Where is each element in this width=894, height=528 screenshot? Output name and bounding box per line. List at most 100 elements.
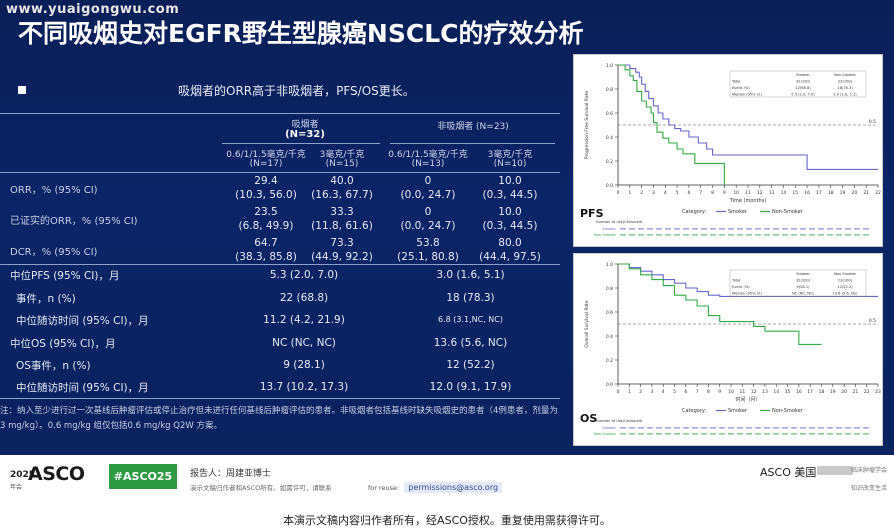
median-reference-label: 0.5 bbox=[869, 119, 876, 125]
y-tick-label: 0.0 bbox=[606, 183, 613, 189]
stats-table-cell: 9(28.1) bbox=[796, 285, 810, 289]
table-cell-value: 23.5 bbox=[254, 206, 278, 218]
y-tick-label: 0.8 bbox=[606, 286, 613, 292]
stats-table-cell: 32(100) bbox=[796, 279, 811, 283]
reuse-note: for reuse: permissions@asco.org bbox=[368, 482, 503, 493]
row-label: 中位随访时间 (95% CI)，月 bbox=[16, 315, 149, 327]
nonsmoker-value: 12 (52.2) bbox=[446, 359, 495, 371]
stats-table-cell: 22(68.8) bbox=[795, 86, 811, 90]
x-tick-label: 6 bbox=[687, 190, 690, 196]
split-section-rule bbox=[0, 264, 560, 265]
sub-col-header: 0.6/1/1.5毫克/千克 bbox=[388, 150, 468, 160]
table-bottom-rule bbox=[0, 398, 560, 399]
smoker-value: NC (NC, NC) bbox=[272, 337, 336, 349]
stats-table-box bbox=[729, 70, 867, 98]
x-tick-label: 6 bbox=[684, 389, 687, 395]
km-curve-non-smoker bbox=[618, 64, 725, 185]
table-cell-ci: (10.3, 56.0) bbox=[235, 189, 297, 201]
x-axis-label: Time (months) bbox=[729, 198, 767, 204]
x-tick-label: 21 bbox=[863, 190, 869, 196]
table-cell-ci: (0.0, 24.7) bbox=[400, 220, 456, 232]
nonsmoker-value: 3.0 (1.6, 5.1) bbox=[436, 269, 505, 281]
x-tick-label: 2 bbox=[640, 190, 643, 196]
legend-label: Non-Smoker bbox=[772, 408, 804, 414]
x-tick-label: 11 bbox=[739, 389, 745, 395]
stats-table-box bbox=[729, 269, 867, 297]
reuse-email-link[interactable]: permissions@asco.org bbox=[404, 482, 503, 493]
y-tick-label: 0.4 bbox=[606, 334, 613, 340]
x-tick-label: 0 bbox=[617, 190, 620, 196]
table-cell-value: 73.3 bbox=[330, 237, 354, 249]
x-tick-label: 12 bbox=[757, 190, 763, 196]
row-label: 中位PFS (95% CI)，月 bbox=[10, 270, 120, 282]
row-label: 中位随访时间 (95% CI)，月 bbox=[16, 382, 149, 394]
y-tick-label: 0.6 bbox=[606, 111, 613, 117]
header-nonsmoker-rule bbox=[390, 143, 555, 144]
header-smoker: 吸烟者 bbox=[291, 120, 319, 130]
x-tick-label: 20 bbox=[841, 389, 847, 395]
x-tick-label: 5 bbox=[676, 190, 679, 196]
legend-label: Smoker bbox=[728, 209, 748, 215]
header-smoker-rule bbox=[222, 143, 380, 144]
smoker-value: 22 (68.8) bbox=[279, 292, 329, 304]
header-smoker-n: (N=32) bbox=[285, 129, 325, 140]
y-tick-label: 0.8 bbox=[606, 87, 613, 93]
x-tick-label: 19 bbox=[840, 190, 846, 196]
watermark: www.yuaigongwu.com bbox=[6, 2, 180, 17]
asco-year: 2025 bbox=[10, 470, 36, 480]
stats-table-header: Non-Smoker bbox=[834, 272, 857, 276]
stats-table-cell: 23(100) bbox=[838, 80, 853, 84]
risk-table-title: Number at risk(Censored) bbox=[596, 220, 643, 224]
presenter-sub: 演示文稿归作者和ASCO所有。如需许可，请联系 bbox=[190, 484, 332, 492]
reuse-label: for reuse: bbox=[368, 484, 400, 492]
asco-year-sub: 年会 bbox=[10, 484, 23, 491]
table-cell-ci: (38.3, 85.8) bbox=[235, 251, 297, 263]
footnote-line-1: 注：纳入至少进行过一次基线后肿瘤评估或停止治疗但未进行任何基线后肿瘤评估的患者。… bbox=[0, 406, 558, 416]
x-tick-label: 7 bbox=[696, 389, 699, 395]
table-cell-value: 10.0 bbox=[498, 175, 522, 187]
x-tick-label: 15 bbox=[792, 190, 798, 196]
nonsmoker-value: 18 (78.3) bbox=[446, 292, 495, 304]
x-tick-label: 1 bbox=[628, 190, 631, 196]
table-cell-value: 40.0 bbox=[330, 175, 354, 187]
sub-col-n: (N=13) bbox=[411, 159, 445, 169]
y-tick-label: 0.2 bbox=[606, 358, 613, 364]
x-tick-label: 16 bbox=[804, 190, 810, 196]
header-nonsmoker: 非吸烟者 (N=23) bbox=[437, 122, 509, 132]
sub-col-header: 3毫克/千克 bbox=[487, 150, 533, 160]
x-tick-label: 10 bbox=[728, 389, 734, 395]
risk-row-label: Smoker bbox=[602, 426, 616, 430]
table-cell-value: 0 bbox=[424, 175, 432, 187]
panel-label: PFS bbox=[580, 207, 604, 220]
table-cell-value: 0 bbox=[424, 206, 432, 218]
x-tick-label: 17 bbox=[816, 190, 822, 196]
table-cell-value: 80.0 bbox=[498, 237, 522, 249]
row-label: OS事件，n (%) bbox=[16, 360, 91, 372]
x-tick-label: 17 bbox=[807, 389, 813, 395]
x-tick-label: 22 bbox=[875, 190, 881, 196]
table-cell-ci: (44.9, 92.2) bbox=[311, 251, 373, 263]
row-label: 已证实的ORR，% (95% CI) bbox=[10, 216, 138, 227]
stats-table-cell: Event (%) bbox=[732, 86, 750, 90]
x-tick-label: 11 bbox=[745, 190, 751, 196]
x-tick-label: 8 bbox=[711, 190, 714, 196]
smoker-value: 5.3 (2.0, 7.0) bbox=[269, 269, 339, 281]
blurred-logo bbox=[817, 466, 853, 475]
asco-us: ASCO 美国 bbox=[760, 466, 817, 479]
risk-row-label: Non-Smoker bbox=[594, 432, 617, 436]
footnote-line-2: 3 mg/kg）。0.6 mg/kg 组仅包括0.6 mg/kg Q2W 方案。 bbox=[0, 421, 222, 431]
stats-table-cell: Event (%) bbox=[732, 285, 750, 289]
x-tick-label: 20 bbox=[851, 190, 857, 196]
table-cell-ci: (6.8, 49.9) bbox=[238, 220, 294, 232]
x-tick-label: 9 bbox=[718, 389, 721, 395]
x-tick-label: 15 bbox=[785, 389, 791, 395]
x-tick-label: 7 bbox=[699, 190, 702, 196]
table-cell-value: 64.7 bbox=[254, 237, 278, 249]
y-tick-label: 1.0 bbox=[606, 63, 613, 69]
x-tick-label: 9 bbox=[723, 190, 726, 196]
slide-title: 不同吸烟史对EGFR野生型腺癌NSCLC的疗效分析 bbox=[18, 19, 584, 48]
y-tick-label: 0.2 bbox=[606, 159, 613, 165]
panel-label: OS bbox=[580, 412, 597, 425]
x-axis-label: 时间（月） bbox=[735, 396, 760, 403]
x-tick-label: 1 bbox=[628, 389, 631, 395]
